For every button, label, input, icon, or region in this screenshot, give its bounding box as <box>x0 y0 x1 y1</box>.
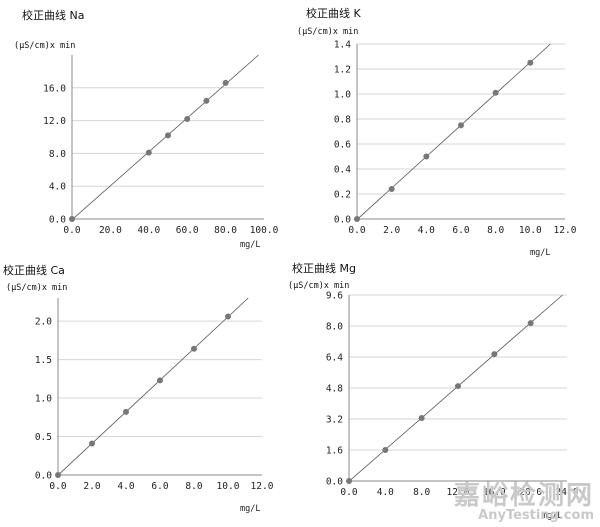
x-tick-label: 6.0 <box>452 225 469 236</box>
x-unit-label: mg/L <box>240 240 260 250</box>
data-point <box>388 186 395 192</box>
y-tick-label: 0.8 <box>334 115 351 126</box>
fit-line <box>356 43 551 220</box>
data-point <box>184 115 191 122</box>
x-tick-label: 16.0 <box>483 487 506 498</box>
x-unit-label: mg/L <box>542 511 562 521</box>
y-tick-label: 0.0 <box>334 215 351 226</box>
y-tick-label: 1.0 <box>35 394 52 405</box>
data-point <box>455 383 461 390</box>
y-unit-label: (μS/cm)x min <box>6 283 67 293</box>
y-tick-label: 0.0 <box>49 215 66 226</box>
x-tick-label: 12.0 <box>554 225 577 236</box>
data-point <box>165 132 171 139</box>
y-tick-label: 0.4 <box>334 165 351 176</box>
x-tick-label: 60.0 <box>176 225 199 236</box>
y-tick-label: 1.2 <box>334 65 351 76</box>
y-tick-label: 4.8 <box>326 384 343 395</box>
data-point <box>222 79 229 86</box>
data-point <box>492 89 499 96</box>
data-point <box>157 377 163 384</box>
y-tick-label: 0.2 <box>334 190 351 201</box>
x-unit-label: mg/L <box>240 504 260 514</box>
y-tick-label: 4.0 <box>49 182 66 193</box>
data-point <box>354 216 360 222</box>
y-tick-label: 0.5 <box>35 432 52 443</box>
y-tick-label: 1.6 <box>326 446 343 457</box>
x-tick-label: 4.0 <box>117 481 134 492</box>
y-tick-label: 3.2 <box>326 415 343 426</box>
y-tick-label: 8.0 <box>49 149 66 160</box>
chart-mg: 校正曲线 Mg (μS/cm)x min mg/L 0.0 1.6 3.2 4.8 6.… <box>288 261 579 521</box>
x-tick-label: 0.0 <box>63 225 80 236</box>
y-tick-label: 0.0 <box>326 477 343 488</box>
chart-ca: 校正曲线 Ca (μS/cm)x min mg/L 0.0 0.5 1.0 1.5 2.… <box>3 263 274 514</box>
y-unit-label: (μS/cm)x min <box>14 41 75 51</box>
x-tick-label: 20.0 <box>99 225 122 236</box>
x-unit-label: mg/L <box>530 248 550 258</box>
chart-title: 校正曲线 Mg <box>292 261 356 275</box>
data-point <box>527 59 534 66</box>
x-tick-label: 10.0 <box>217 481 240 492</box>
x-tick-label: 100.0 <box>250 225 279 236</box>
data-point <box>145 149 152 156</box>
x-tick-label: 8.0 <box>413 487 430 498</box>
data-point <box>225 313 231 320</box>
y-tick-label: 1.5 <box>35 355 52 366</box>
chart-title: 校正曲线 Ca <box>3 263 65 277</box>
x-tick-label: 12.0 <box>251 481 274 492</box>
x-tick-label: 20.0 <box>519 487 542 498</box>
y-tick-label: 1.0 <box>334 90 351 101</box>
chart-title: 校正曲线 K <box>306 6 361 20</box>
fit-line <box>71 54 259 221</box>
x-tick-label: 24.0 <box>556 487 579 498</box>
y-unit-label: (μS/cm)x min <box>297 27 358 37</box>
data-point <box>423 153 430 160</box>
chart-k: 校正曲线 K (μS/cm)x min mg/L 0.0 0.2 0.4 0.6 0.8… <box>297 6 577 258</box>
chart-title: 校正曲线 Na <box>22 8 84 22</box>
data-point <box>203 97 210 104</box>
data-point <box>69 216 75 222</box>
y-tick-label: 16.0 <box>43 83 66 94</box>
x-tick-label: 2.0 <box>383 225 400 236</box>
x-tick-label: 4.0 <box>377 487 394 498</box>
x-tick-label: 40.0 <box>137 225 160 236</box>
chart-na: 校正曲线 Na (μS/cm)x min mg/L 0.0 4.0 8.0 12.0 1… <box>14 8 279 250</box>
y-tick-label: 0.6 <box>334 140 351 151</box>
data-point <box>418 415 425 422</box>
y-tick-label: 8.0 <box>326 322 343 333</box>
data-point <box>346 478 352 484</box>
x-tick-label: 0.0 <box>340 487 357 498</box>
y-tick-label: 2.0 <box>35 317 52 328</box>
y-tick-label: 1.4 <box>334 40 351 51</box>
x-tick-label: 10.0 <box>519 225 542 236</box>
fit-line <box>57 297 249 476</box>
y-tick-label: 9.6 <box>326 291 343 302</box>
y-tick-label: 12.0 <box>43 116 66 127</box>
x-tick-label: 4.0 <box>418 225 435 236</box>
x-tick-label: 80.0 <box>214 225 237 236</box>
x-tick-label: 2.0 <box>83 481 100 492</box>
x-tick-label: 8.0 <box>487 225 504 236</box>
data-point <box>491 351 498 358</box>
data-point <box>382 447 389 453</box>
data-point <box>55 472 61 478</box>
x-tick-label: 12.0 <box>447 487 470 498</box>
x-tick-label: 0.0 <box>49 481 66 492</box>
data-point <box>458 122 464 129</box>
data-point <box>527 320 534 327</box>
x-tick-label: 6.0 <box>151 481 168 492</box>
x-tick-label: 8.0 <box>185 481 202 492</box>
y-unit-label: (μS/cm)x min <box>288 281 349 291</box>
data-point <box>191 345 197 352</box>
y-tick-label: 6.4 <box>326 353 343 364</box>
y-tick-label: 0.0 <box>35 471 52 482</box>
x-tick-label: 0.0 <box>348 225 365 236</box>
data-point <box>89 440 95 447</box>
data-point <box>123 408 129 415</box>
